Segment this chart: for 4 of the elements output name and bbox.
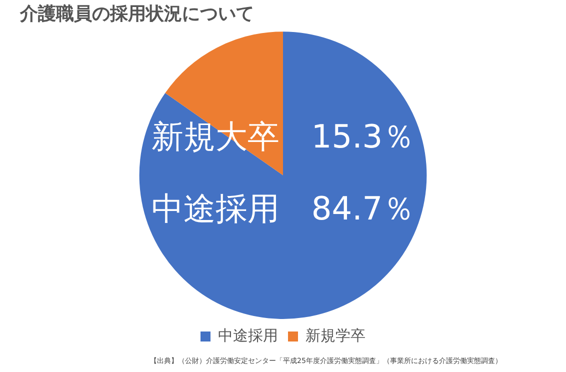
- chart-title: 介護職員の採用状況について: [19, 3, 254, 24]
- legend-label: 中途採用: [218, 326, 278, 344]
- legend-label: 新規学卒: [306, 326, 366, 344]
- text: 中途採用 84.7％: [151, 190, 415, 228]
